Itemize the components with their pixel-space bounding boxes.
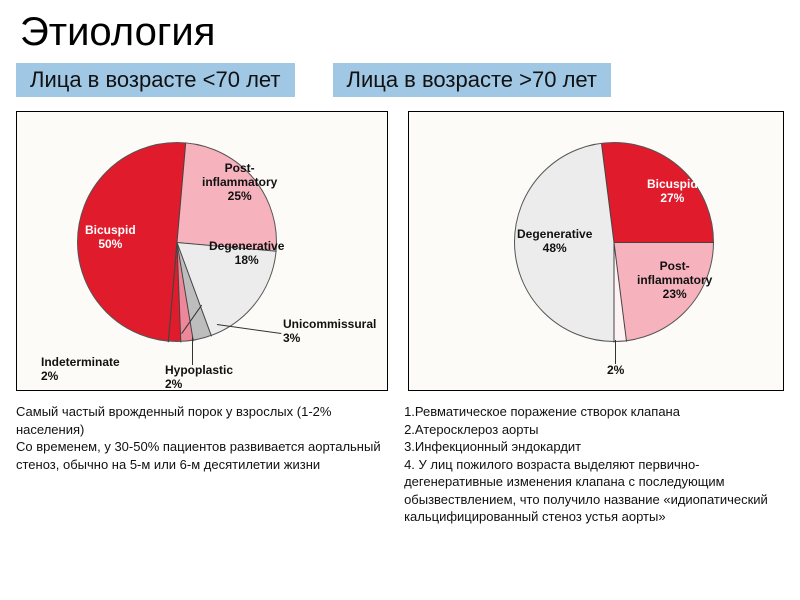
callout-hypo-line: [192, 337, 193, 365]
bottom-text-row: Самый частый врожденный порок у взрослых…: [0, 391, 800, 526]
label-degen-right: Degenerative48%: [517, 228, 592, 256]
page-title: Этиология: [0, 0, 800, 63]
text-right-item1: 1.Ревматическое поражение створок клапан…: [404, 403, 784, 421]
label-bicuspid-right: Bicuspid27%: [647, 178, 698, 206]
label-postinfl-right: Post-inflammatory23%: [637, 260, 712, 301]
callout-2pct-line: [615, 340, 616, 364]
text-left-line2: Со временем, у 30-50% пациентов развивае…: [16, 438, 384, 473]
bottom-text-right: 1.Ревматическое поражение створок клапан…: [404, 403, 784, 526]
label-hypo: Hypoplastic2%: [165, 364, 233, 392]
label-degen-left: Degenerative18%: [209, 240, 284, 268]
subtitle-row: Лица в возрасте <70 лет Лица в возрасте …: [0, 63, 800, 97]
text-right-item4: 4. У лиц пожилого возраста выделяют перв…: [404, 456, 784, 526]
chart-left: Bicuspid50% Post-inflammatory25% Degener…: [16, 111, 388, 391]
text-left-line1: Самый частый врожденный порок у взрослых…: [16, 403, 384, 438]
subtitle-right: Лица в возрасте >70 лет: [333, 63, 612, 97]
label-unicom: Unicommissural3%: [283, 318, 376, 346]
text-right-item3: 3.Инфекционный эндокардит: [404, 438, 784, 456]
bottom-text-left: Самый частый врожденный порок у взрослых…: [16, 403, 384, 526]
chart-right: Degenerative48% Bicuspid27% Post-inflamm…: [408, 111, 784, 391]
charts-row: Bicuspid50% Post-inflammatory25% Degener…: [0, 97, 800, 391]
label-bicuspid-left: Bicuspid50%: [85, 224, 136, 252]
label-indet: Indeterminate2%: [41, 356, 120, 384]
label-2pct: 2%: [607, 364, 624, 378]
text-right-item2: 2.Атеросклероз аорты: [404, 421, 784, 439]
label-postinfl-left: Post-inflammatory25%: [202, 162, 277, 203]
subtitle-left: Лица в возрасте <70 лет: [16, 63, 295, 97]
